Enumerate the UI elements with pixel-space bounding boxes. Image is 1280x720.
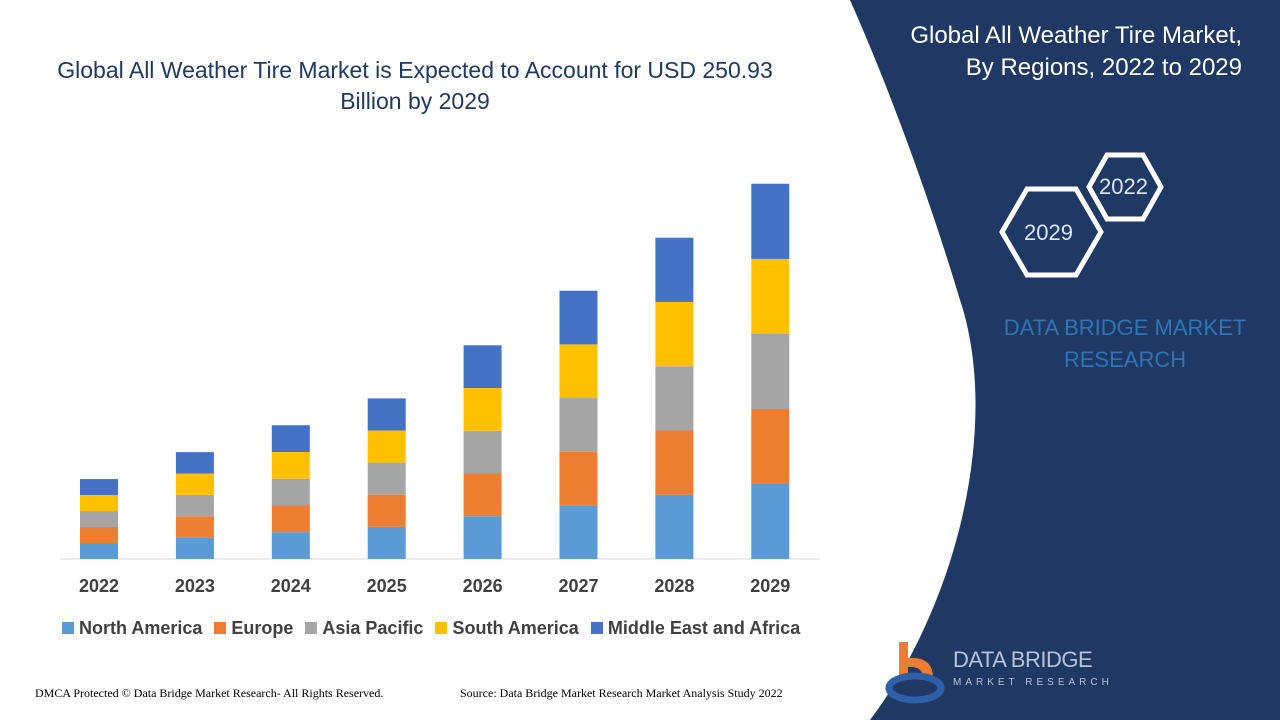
- logo-text: DATA BRIDGE: [953, 647, 1093, 672]
- x-tick-label: 2028: [654, 576, 695, 596]
- brand-line2: RESEARCH: [1063, 347, 1187, 372]
- bar-2024-north-america: [271, 532, 310, 559]
- bar-2022-europe: [80, 527, 118, 544]
- logo-icon: [885, 642, 945, 704]
- bar-2024-middle-east-and-africa: [271, 425, 310, 452]
- legend-label: Middle East and Africa: [607, 618, 801, 638]
- bar-2025-south-america: [367, 430, 406, 463]
- bar-2028-asia-pacific: [655, 366, 694, 431]
- hexagon-2029: [999, 186, 1104, 278]
- bar-2023-asia-pacific: [175, 494, 214, 517]
- brand-text: DATA BRIDGE MARKET RESEARCH: [985, 312, 1265, 376]
- logo-subtext: MARKET RESEARCH: [953, 677, 1113, 688]
- legend-swatch: [435, 622, 448, 634]
- legend-label: Europe: [231, 618, 294, 638]
- bar-2026-asia-pacific: [463, 430, 502, 474]
- bar-2027-europe: [559, 451, 598, 506]
- legend-swatch: [305, 622, 318, 634]
- bar-2028-europe: [655, 430, 694, 495]
- bar-2025-europe: [367, 494, 406, 527]
- bar-2027-middle-east-and-africa: [559, 290, 598, 345]
- bar-2023-middle-east-and-africa: [175, 452, 214, 474]
- bar-2024-europe: [271, 505, 310, 533]
- legend-swatch: [62, 622, 74, 634]
- legend-swatch: [214, 622, 227, 634]
- legend-item: Europe: [214, 617, 293, 639]
- bar-2029-europe: [751, 408, 790, 484]
- bar-2027-asia-pacific: [559, 398, 598, 452]
- bar-2025-north-america: [367, 526, 406, 559]
- bar-2026-middle-east-and-africa: [463, 345, 502, 389]
- brand-line1: DATA BRIDGE MARKET: [1003, 315, 1247, 340]
- bar-2023-north-america: [175, 537, 214, 559]
- bar-2026-north-america: [463, 516, 502, 559]
- side-title-line2: By Regions, 2022 to 2029: [965, 54, 1242, 81]
- footer-source: Source: Data Bridge Market Research Mark…: [460, 686, 783, 700]
- bars: [80, 183, 790, 559]
- bar-2024-south-america: [271, 451, 310, 479]
- legend: North America Europe Asia Pacific South Ame…: [62, 617, 800, 639]
- bar-2024-asia-pacific: [271, 478, 310, 506]
- legend-item: Asia Pacific: [305, 617, 423, 639]
- bar-2022-middle-east-and-africa: [80, 479, 118, 496]
- bar-2025-middle-east-and-africa: [367, 398, 406, 431]
- bar-2029-south-america: [751, 258, 790, 334]
- x-tick-label: 2025: [366, 576, 407, 596]
- x-tick-label: 2029: [750, 576, 791, 596]
- x-tick-label: 2023: [174, 576, 215, 596]
- bar-2025-asia-pacific: [367, 462, 406, 495]
- hex-label-2022: 2022: [1099, 174, 1148, 199]
- hex-label-2029: 2029: [1024, 220, 1073, 245]
- legend-item: Middle East and Africa: [590, 617, 801, 639]
- x-tick-label: 2024: [270, 576, 311, 596]
- x-tick-label: 2027: [558, 576, 599, 596]
- side-title: Global All Weather Tire Market, By Regio…: [910, 20, 1242, 84]
- x-tick-label: 2026: [462, 576, 503, 596]
- side-panel: [850, 0, 1280, 720]
- legend-item: North America: [62, 617, 202, 639]
- legend-swatch: [590, 622, 603, 634]
- bar-2028-south-america: [655, 301, 694, 367]
- bar-2029-asia-pacific: [751, 333, 790, 409]
- side-title-line1: Global All Weather Tire Market,: [910, 22, 1242, 49]
- bar-2027-north-america: [559, 505, 598, 559]
- bar-2028-north-america: [655, 494, 694, 559]
- bar-2022-south-america: [80, 495, 118, 512]
- legend-label: Asia Pacific: [322, 618, 424, 638]
- bar-2022-asia-pacific: [80, 511, 118, 528]
- bar-2028-middle-east-and-africa: [655, 237, 694, 302]
- x-tick-label: 2022: [78, 576, 120, 596]
- bar-2026-europe: [463, 473, 502, 517]
- bar-2023-south-america: [175, 473, 214, 495]
- legend-label: South America: [452, 618, 579, 638]
- legend-item: South America: [435, 617, 579, 639]
- footer-copyright: DMCA Protected © Data Bridge Market Rese…: [35, 686, 384, 700]
- hexagon-2022: [1086, 152, 1164, 222]
- chart-title: Global All Weather Tire Market is Expect…: [57, 57, 773, 114]
- bar-2029-north-america: [751, 483, 790, 559]
- bar-2027-south-america: [559, 344, 598, 399]
- bar-2022-north-america: [80, 543, 118, 559]
- bar-2023-europe: [175, 516, 214, 538]
- bar-2029-middle-east-and-africa: [751, 183, 790, 259]
- legend-label: North America: [79, 618, 203, 638]
- bar-2026-south-america: [463, 388, 502, 431]
